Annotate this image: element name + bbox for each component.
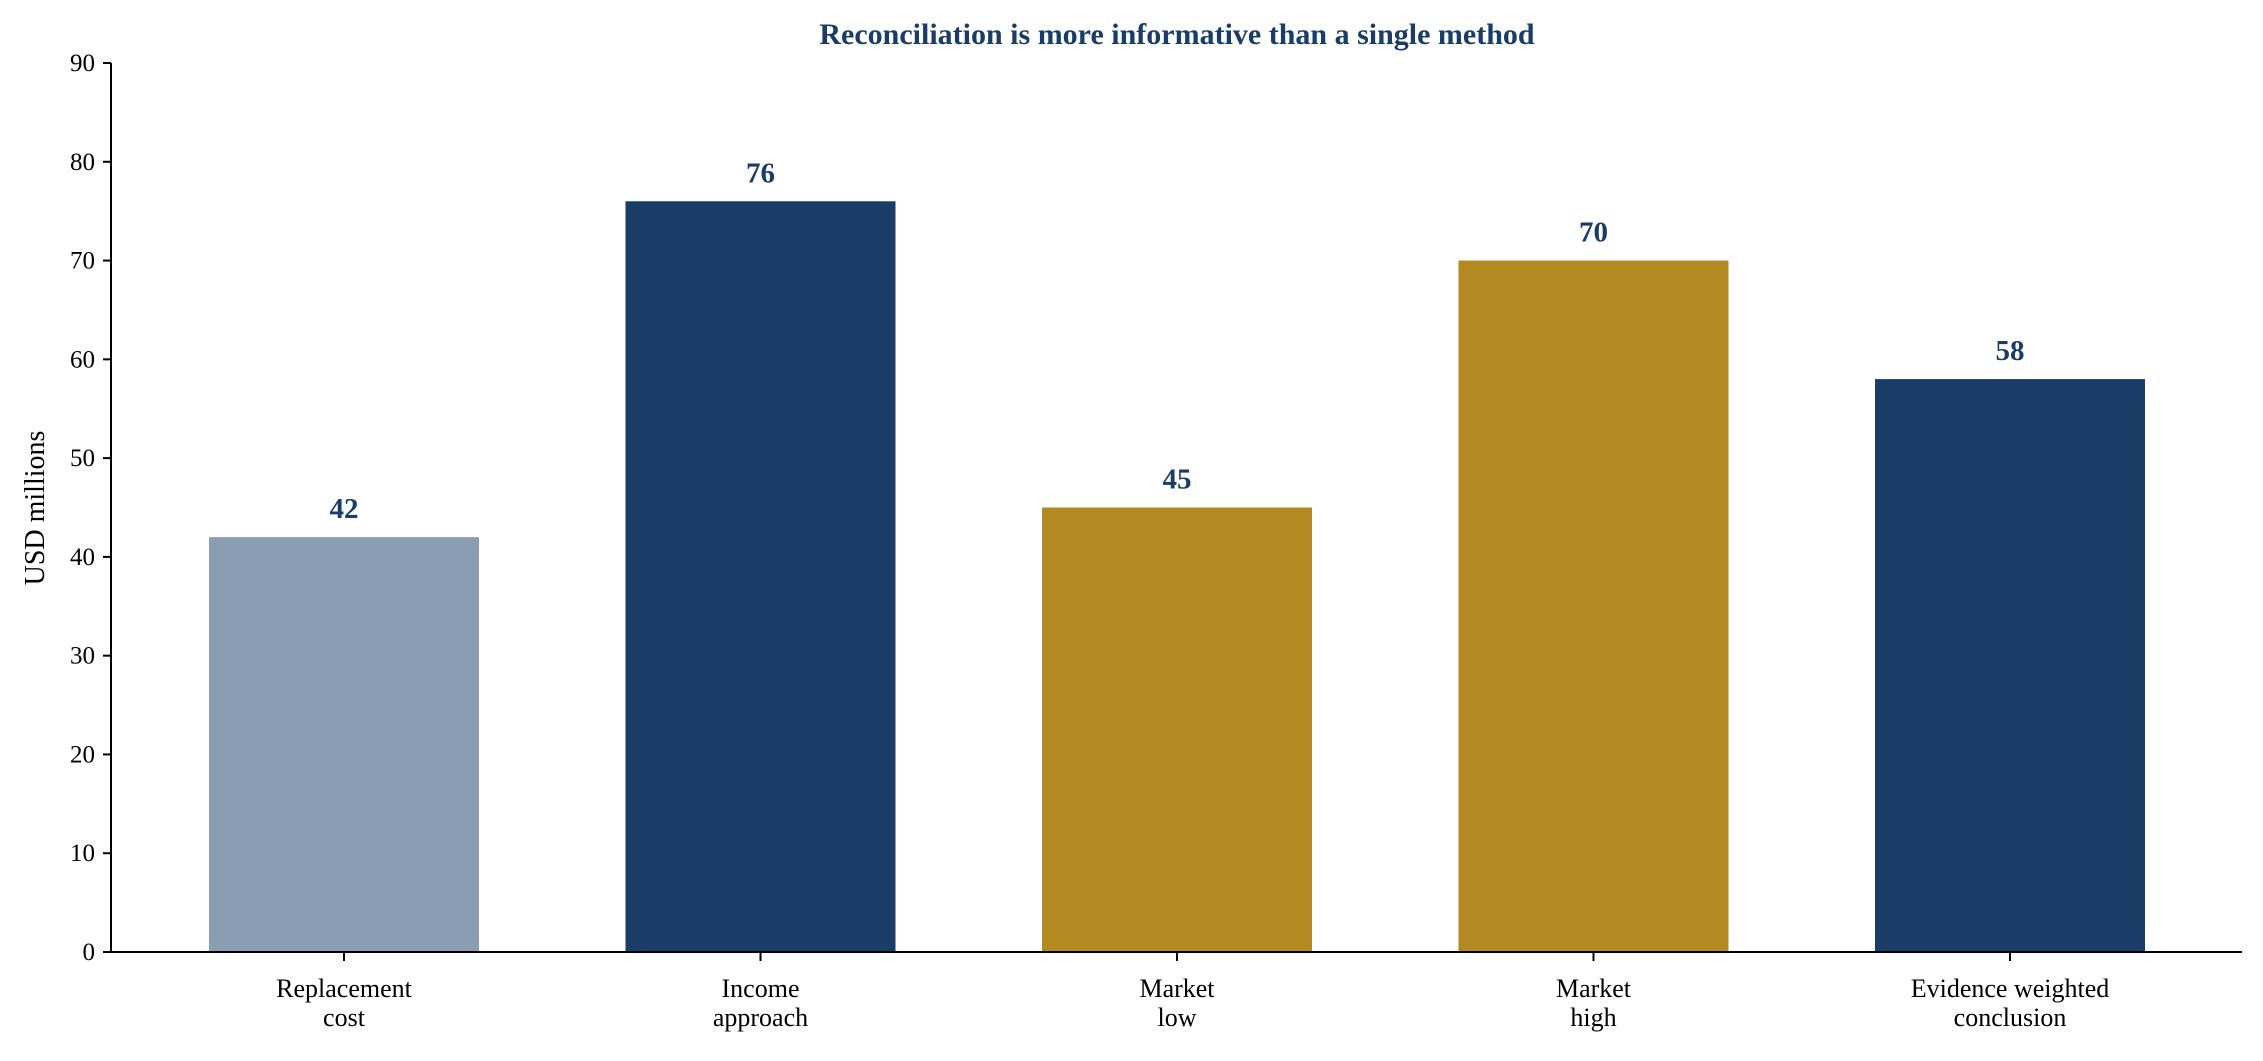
y-tick-label-4: 40	[70, 544, 95, 571]
value-label-1: 76	[746, 157, 775, 189]
value-label-3: 70	[1579, 217, 1608, 249]
bar-3	[1458, 260, 1729, 952]
bar-4	[1875, 379, 2145, 953]
x-tick-label-1-line-0: Income	[722, 974, 800, 1003]
y-tick-label-5: 50	[70, 445, 95, 472]
x-tick-label-0-line-0: Replacement	[276, 974, 412, 1003]
y-axis-label: USD millions	[20, 431, 51, 586]
x-tick-label-1-line-1: approach	[713, 1003, 808, 1032]
value-label-0: 42	[330, 493, 359, 525]
x-tick-label-0-line-1: cost	[323, 1003, 366, 1032]
value-labels-group: 42 76 45 70 58	[330, 157, 2025, 525]
x-tick-label-3-line-1: high	[1570, 1003, 1616, 1032]
y-tick-label-2: 20	[70, 741, 95, 768]
y-tick-label-8: 80	[70, 149, 95, 176]
value-label-2: 45	[1163, 464, 1192, 496]
bar-1	[625, 201, 896, 953]
bar-0	[209, 537, 479, 952]
x-tick-label-2-line-0: Market	[1139, 974, 1215, 1003]
x-tick-label-4-line-0: Evidence weighted	[1911, 974, 2110, 1003]
y-tick-label-1: 10	[70, 840, 95, 867]
x-tick-label-2-line-1: low	[1158, 1003, 1197, 1032]
y-axis: 0 10 20 30 40 50 60 70 80 90	[70, 50, 112, 966]
x-tick-label-3-line-0: Market	[1556, 974, 1632, 1003]
bars-group	[209, 201, 2145, 953]
y-tick-label-0: 0	[83, 939, 96, 966]
value-label-4: 58	[1996, 335, 2025, 367]
y-tick-label-6: 60	[70, 346, 95, 373]
x-axis: ReplacementcostIncomeapproachMarketlowMa…	[111, 951, 2242, 1032]
y-tick-label-7: 70	[70, 248, 95, 275]
y-tick-label-3: 30	[70, 643, 95, 670]
bar-2	[1042, 507, 1312, 952]
x-tick-label-4-line-1: conclusion	[1954, 1003, 2067, 1032]
y-tick-label-9: 90	[70, 50, 95, 77]
chart-title: Reconciliation is more informative than …	[819, 18, 1535, 51]
